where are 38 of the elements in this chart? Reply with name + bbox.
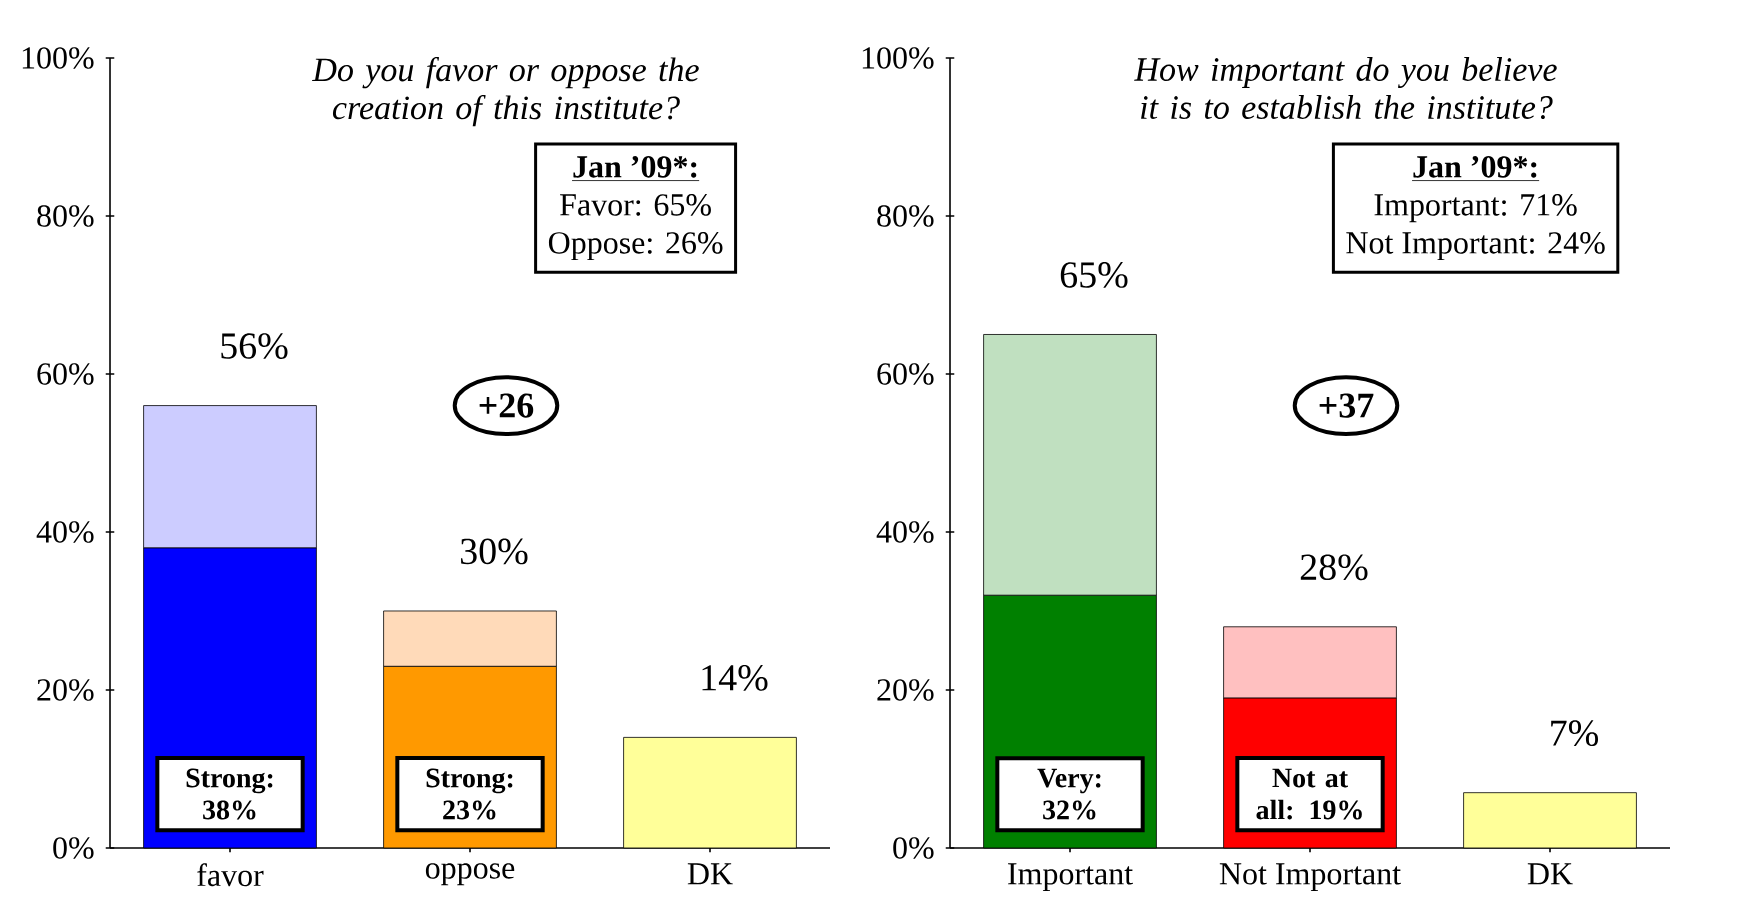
- y-tick-label: 20%: [877, 679, 934, 701]
- y-tick-label: 100%: [862, 47, 934, 69]
- annotation: Jan ’09*:: [1413, 156, 1537, 178]
- y-tick-label: 40%: [36, 521, 94, 543]
- x-tick-label: oppose: [425, 863, 515, 886]
- annotation: Not Important: 24%: [1346, 232, 1605, 261]
- y-tick-label: 40%: [876, 521, 934, 543]
- annotation: +26: [479, 393, 534, 418]
- x-tick-label: favor: [197, 863, 264, 887]
- x-tick-label: DK: [687, 863, 733, 885]
- total-label: 56%: [221, 333, 288, 359]
- annotation: Jan ’09*:: [573, 156, 697, 178]
- total-label: 14%: [702, 665, 768, 691]
- chart-title: Do you favor or oppose the creation of this institute?: [312, 57, 699, 127]
- y-tick-label: 0%: [53, 837, 94, 859]
- annotation: +37: [1319, 393, 1374, 418]
- data-label: Very: 32%: [1037, 768, 1101, 820]
- total-label: 28%: [1300, 554, 1368, 581]
- y-tick-label: 20%: [37, 679, 94, 701]
- chart-title: How important do you believe it is to establish the institute?: [1134, 57, 1557, 120]
- total-label: 7%: [1551, 720, 1599, 747]
- annotation: Important: 71%: [1374, 194, 1577, 223]
- y-tick-label: 80%: [37, 205, 94, 227]
- x-tick-label: DK: [1527, 863, 1573, 885]
- total-label: 65%: [1060, 262, 1128, 288]
- x-tick-label: Important: [1008, 863, 1133, 892]
- x-tick-label: Not Important: [1219, 863, 1401, 892]
- y-tick-label: 0%: [893, 837, 934, 859]
- annotation: Oppose: 26%: [548, 232, 723, 261]
- y-tick-label: 60%: [877, 363, 934, 385]
- y-tick-label: 60%: [37, 363, 94, 385]
- data-label: Strong: 38%: [186, 768, 273, 820]
- data-label: Strong: 23%: [426, 768, 513, 820]
- annotation: Favor: 65%: [560, 194, 711, 216]
- total-label: 30%: [461, 538, 528, 565]
- y-tick-label: 80%: [877, 205, 934, 227]
- y-tick-label: 100%: [22, 47, 94, 69]
- data-label: Not at all: 19%: [1256, 768, 1362, 820]
